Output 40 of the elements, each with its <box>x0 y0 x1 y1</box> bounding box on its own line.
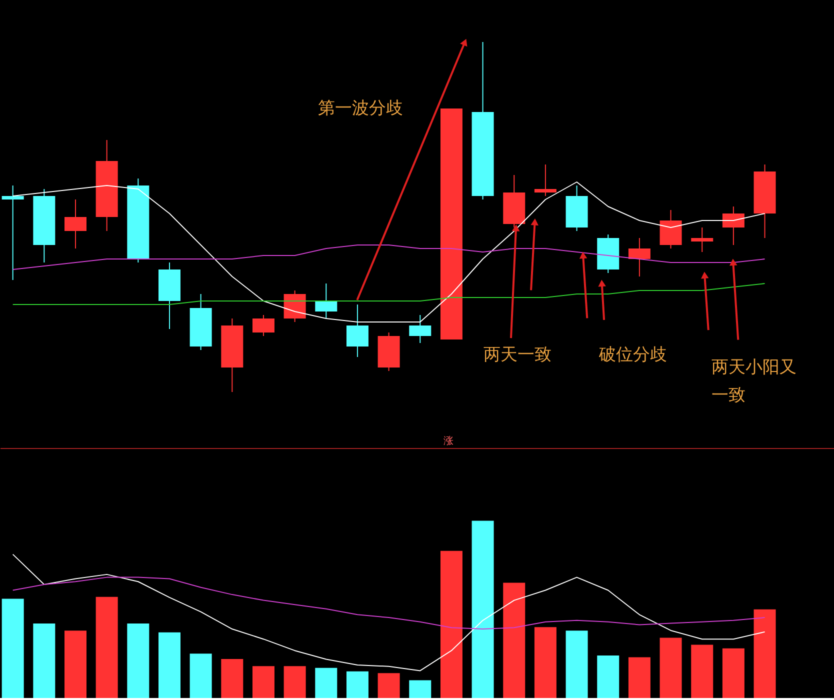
text: 涨 <box>443 435 454 447</box>
candlestick <box>64 199 86 249</box>
bar <box>346 671 368 698</box>
bar <box>503 582 526 698</box>
annotation: 第一波分歧 <box>318 98 404 118</box>
annotation: 破位分歧 <box>598 344 668 365</box>
candlestick <box>722 206 744 246</box>
bar <box>2 598 24 698</box>
bar <box>722 648 744 698</box>
candlestick <box>252 314 274 336</box>
bar <box>691 644 714 698</box>
bar <box>597 655 620 698</box>
bar <box>127 624 150 698</box>
bar <box>660 638 682 698</box>
bar <box>472 520 494 698</box>
bar <box>284 666 306 698</box>
bar <box>754 609 776 698</box>
bar <box>628 657 650 698</box>
candlestick <box>315 283 338 319</box>
bar <box>409 680 432 698</box>
candlestick <box>2 185 24 280</box>
bar <box>33 624 56 698</box>
bar <box>534 627 556 698</box>
bar <box>64 630 86 698</box>
bar <box>315 668 338 698</box>
bar <box>190 654 212 698</box>
bar <box>96 596 118 698</box>
annotation: 两天一致 <box>483 344 552 365</box>
bar <box>158 632 180 698</box>
candlestick <box>409 314 432 344</box>
bar <box>566 630 588 698</box>
bar <box>221 658 244 698</box>
candlestick <box>691 227 714 252</box>
bar <box>252 666 274 698</box>
candlestick <box>346 304 368 358</box>
bar <box>378 673 400 698</box>
candlestick <box>628 238 650 277</box>
candlestick <box>534 164 556 196</box>
bar <box>440 550 462 698</box>
annotation: 两天小阳又一致 <box>712 358 797 406</box>
